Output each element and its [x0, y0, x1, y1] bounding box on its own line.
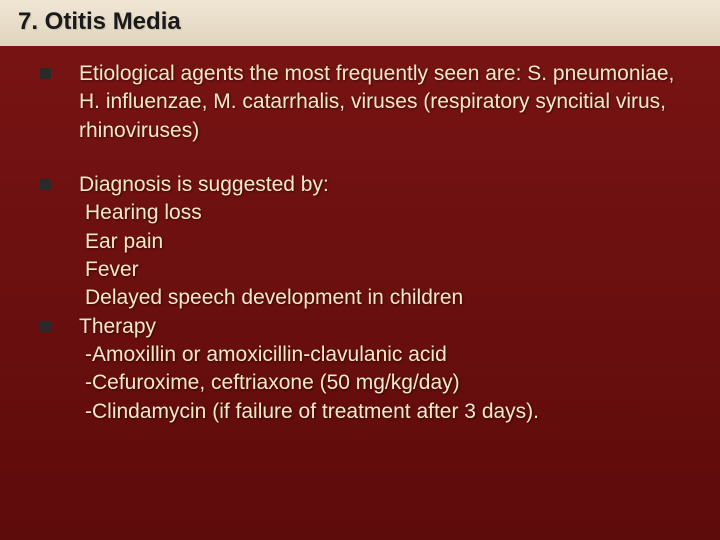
bullet-subline: Hearing loss [79, 199, 463, 227]
bullet-text-group: Therapy -Amoxillin or amoxicillin-clavul… [79, 313, 539, 426]
bullet-subline: -Clindamycin (if failure of treatment af… [79, 398, 539, 426]
bullet-subline: -Amoxillin or amoxicillin-clavulanic aci… [79, 341, 539, 369]
bullet-item: Diagnosis is suggested by: Hearing loss … [40, 171, 680, 313]
square-bullet-icon [40, 179, 51, 190]
square-bullet-icon [40, 321, 51, 332]
bullet-subline: Delayed speech development in children [79, 284, 463, 312]
slide-title: 7. Otitis Media [18, 8, 702, 36]
bullet-item: Therapy -Amoxillin or amoxicillin-clavul… [40, 313, 680, 426]
bullet-text-group: Diagnosis is suggested by: Hearing loss … [79, 171, 463, 313]
bullet-item: Etiological agents the most frequently s… [40, 60, 680, 145]
bullet-subline: Fever [79, 256, 463, 284]
title-band: 7. Otitis Media [0, 0, 720, 46]
square-bullet-icon [40, 68, 51, 79]
bullet-text: Therapy [79, 313, 539, 341]
bullet-subline: Ear pain [79, 228, 463, 256]
bullet-subline: -Cefuroxime, ceftriaxone (50 mg/kg/day) [79, 369, 539, 397]
bullet-text: Diagnosis is suggested by: [79, 171, 463, 199]
slide-body: Etiological agents the most frequently s… [0, 46, 720, 426]
bullet-text: Etiological agents the most frequently s… [79, 60, 680, 145]
